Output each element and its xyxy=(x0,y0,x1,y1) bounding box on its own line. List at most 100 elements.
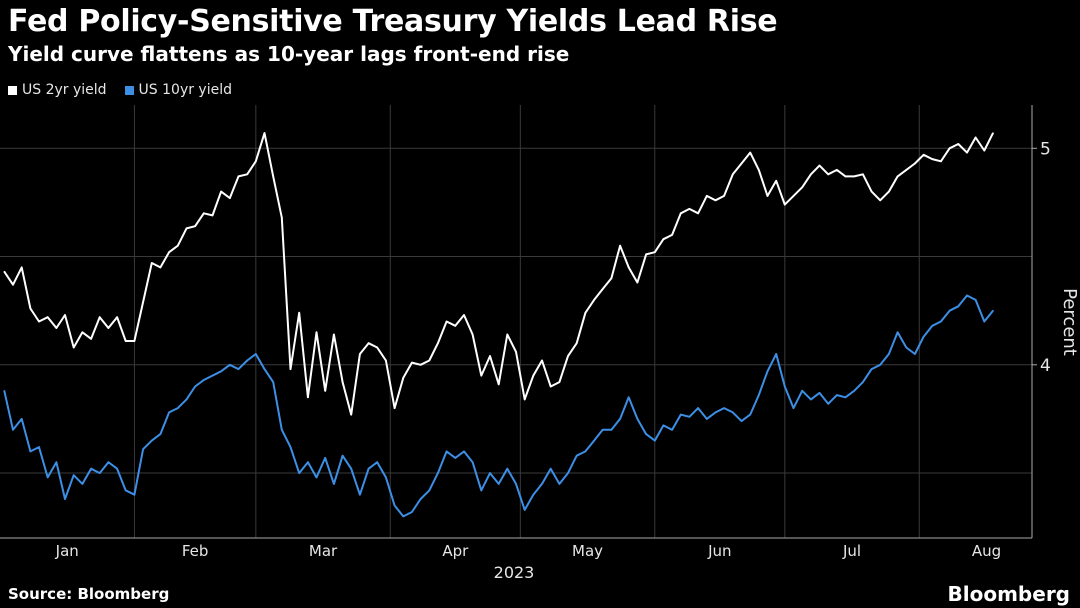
data-point-us2y xyxy=(506,333,509,336)
data-point-us10y xyxy=(931,325,934,327)
data-point-us10y xyxy=(463,450,465,453)
data-point-us10y xyxy=(150,439,153,442)
data-point-us2y xyxy=(142,301,144,303)
data-point-us2y xyxy=(645,253,647,256)
data-point-us10y xyxy=(107,461,110,464)
data-point-us10y xyxy=(922,335,925,338)
data-point-us10y xyxy=(619,418,621,420)
data-point-us10y xyxy=(870,368,873,370)
data-point-us10y xyxy=(411,511,413,513)
data-point-us2y xyxy=(836,169,838,171)
data-point-us10y xyxy=(116,467,118,470)
data-point-us10y xyxy=(376,461,379,464)
data-point-us2y xyxy=(688,208,691,210)
data-point-us2y xyxy=(489,355,491,357)
data-point-us2y xyxy=(775,179,777,182)
data-point-us2y xyxy=(697,212,699,215)
data-point-us10y xyxy=(289,446,292,448)
data-point-us10y xyxy=(766,370,769,373)
data-point-us10y xyxy=(705,418,708,420)
data-point-us10y xyxy=(185,398,188,401)
data-point-us2y xyxy=(593,299,595,301)
data-point-us10y xyxy=(237,368,240,370)
data-point-us10y xyxy=(627,396,630,399)
data-point-us10y xyxy=(567,472,569,474)
data-point-us2y xyxy=(905,169,908,171)
data-point-us10y xyxy=(3,389,6,392)
data-point-us2y xyxy=(705,195,708,197)
data-point-us2y xyxy=(541,359,543,362)
data-point-us10y xyxy=(653,439,656,442)
data-point-us10y xyxy=(879,364,882,366)
data-point-us2y xyxy=(289,368,292,370)
data-point-us2y xyxy=(64,314,66,316)
data-point-us2y xyxy=(168,251,170,254)
data-point-us10y xyxy=(341,454,344,457)
legend-item-us10y: US 10yr yield xyxy=(124,82,232,98)
data-point-us2y xyxy=(957,143,960,145)
data-point-us2y xyxy=(827,173,830,176)
data-point-us2y xyxy=(185,227,188,230)
data-point-us10y xyxy=(940,320,942,323)
data-point-us2y xyxy=(159,266,162,269)
data-point-us2y xyxy=(662,238,665,241)
data-point-us2y xyxy=(515,351,517,353)
data-point-us2y xyxy=(749,151,751,154)
data-point-us10y xyxy=(359,493,361,496)
data-point-us2y xyxy=(497,383,500,386)
data-point-us2y xyxy=(619,244,621,247)
data-point-us10y xyxy=(801,389,803,392)
data-point-us10y xyxy=(72,474,75,477)
data-point-us2y xyxy=(437,342,439,344)
data-point-us10y xyxy=(601,428,604,431)
data-point-us2y xyxy=(359,353,361,355)
data-point-us10y xyxy=(194,385,196,388)
data-point-us2y xyxy=(220,190,222,193)
brand-logo: Bloomberg xyxy=(947,582,1070,606)
data-point-us2y xyxy=(575,342,578,344)
data-point-us2y xyxy=(454,325,457,327)
data-point-us10y xyxy=(714,411,717,414)
data-point-us2y xyxy=(584,312,587,314)
data-point-us10y xyxy=(983,320,986,323)
data-point-us2y xyxy=(98,316,101,318)
data-point-us10y xyxy=(38,446,40,448)
data-point-us2y xyxy=(272,175,274,178)
data-point-us10y xyxy=(992,309,994,312)
data-point-us2y xyxy=(627,266,630,269)
data-point-us2y xyxy=(393,407,396,409)
data-point-us10y xyxy=(541,483,543,485)
data-point-us2y xyxy=(445,320,448,323)
data-point-us10y xyxy=(888,353,890,355)
data-point-us2y xyxy=(471,333,474,336)
data-point-us2y xyxy=(324,389,327,392)
data-point-us10y xyxy=(307,461,309,464)
x-tick-label: Aug xyxy=(972,542,1001,560)
data-point-us10y xyxy=(159,433,162,435)
data-point-us2y xyxy=(194,225,196,228)
data-point-us2y xyxy=(281,216,283,219)
data-point-us2y xyxy=(922,153,925,156)
data-point-us10y xyxy=(12,428,14,431)
data-point-us2y xyxy=(523,398,526,401)
data-point-us10y xyxy=(445,450,448,453)
data-point-us2y xyxy=(428,359,431,362)
data-point-us2y xyxy=(810,173,812,176)
data-point-us10y xyxy=(784,385,786,388)
x-axis-year-label: 2023 xyxy=(494,563,535,582)
data-point-us2y xyxy=(246,173,248,176)
data-point-us10y xyxy=(454,457,457,459)
data-point-us10y xyxy=(90,467,92,470)
data-point-us10y xyxy=(697,407,699,409)
data-point-us2y xyxy=(740,162,743,165)
data-point-us2y xyxy=(532,374,535,377)
data-point-us10y xyxy=(896,331,899,334)
data-point-us2y xyxy=(463,314,465,316)
data-point-us10y xyxy=(480,489,483,492)
data-point-us2y xyxy=(992,132,994,134)
data-point-us2y xyxy=(90,338,92,340)
data-point-us10y xyxy=(671,428,673,431)
data-point-us10y xyxy=(515,483,517,485)
data-point-us10y xyxy=(532,493,535,496)
